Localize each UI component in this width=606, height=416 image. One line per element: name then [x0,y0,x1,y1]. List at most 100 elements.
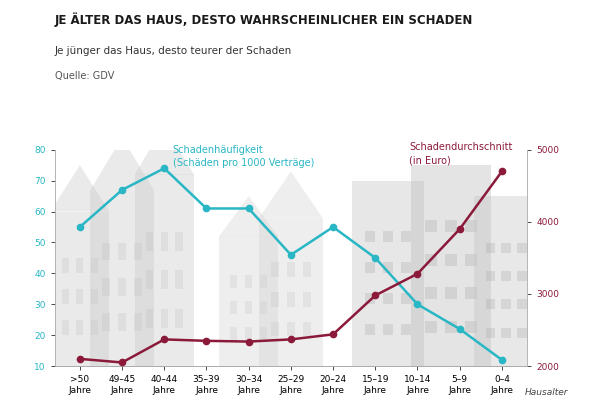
Polygon shape [501,243,511,253]
Polygon shape [102,243,110,260]
Polygon shape [260,275,267,288]
Polygon shape [517,299,527,310]
Polygon shape [76,289,84,304]
Polygon shape [230,301,238,314]
Polygon shape [465,254,478,266]
Polygon shape [501,271,511,281]
Polygon shape [245,275,252,288]
Polygon shape [176,309,182,328]
Polygon shape [465,321,478,333]
Polygon shape [287,322,295,337]
Polygon shape [161,270,168,290]
Polygon shape [134,243,142,260]
Polygon shape [76,320,84,335]
Polygon shape [271,292,279,307]
Polygon shape [62,289,68,304]
Polygon shape [425,254,437,266]
Polygon shape [271,322,279,337]
Polygon shape [425,220,437,232]
Polygon shape [365,324,375,335]
Polygon shape [161,232,168,251]
Polygon shape [118,278,126,296]
Text: Hausalter: Hausalter [525,388,568,397]
Polygon shape [135,174,194,366]
Polygon shape [146,309,153,328]
Polygon shape [365,231,375,243]
Polygon shape [445,287,458,299]
Polygon shape [259,171,322,218]
Polygon shape [382,262,393,273]
Polygon shape [287,262,295,277]
Polygon shape [401,293,411,304]
Polygon shape [382,293,393,304]
Polygon shape [425,321,437,333]
Polygon shape [485,299,495,310]
Polygon shape [91,320,98,335]
Polygon shape [90,190,154,366]
Polygon shape [146,270,153,290]
Polygon shape [102,278,110,296]
Polygon shape [303,322,310,337]
Polygon shape [303,292,310,307]
Polygon shape [411,165,491,366]
Polygon shape [219,236,278,366]
Text: Quelle: GDV: Quelle: GDV [55,71,114,81]
Polygon shape [401,262,411,273]
Polygon shape [230,327,238,340]
Polygon shape [245,327,252,340]
Polygon shape [365,262,375,273]
Polygon shape [219,196,278,236]
Polygon shape [271,262,279,277]
Polygon shape [176,232,182,251]
Polygon shape [90,137,154,190]
Polygon shape [501,299,511,310]
Polygon shape [176,270,182,290]
Polygon shape [465,287,478,299]
Polygon shape [102,313,110,331]
Polygon shape [303,262,310,277]
Polygon shape [365,293,375,304]
Polygon shape [62,320,68,335]
Text: Schadenhäufigkeit
(Schäden pro 1000 Verträge): Schadenhäufigkeit (Schäden pro 1000 Vert… [173,145,314,168]
Polygon shape [134,313,142,331]
Polygon shape [485,327,495,338]
Polygon shape [91,289,98,304]
Polygon shape [517,327,527,338]
Polygon shape [401,324,411,335]
Polygon shape [146,232,153,251]
Polygon shape [382,324,393,335]
Polygon shape [445,254,458,266]
Polygon shape [62,258,68,273]
Polygon shape [259,218,322,366]
Polygon shape [134,278,142,296]
Polygon shape [50,212,110,366]
Polygon shape [445,220,458,232]
Polygon shape [517,243,527,253]
Text: Je jünger das Haus, desto teurer der Schaden: Je jünger das Haus, desto teurer der Sch… [55,46,292,56]
Text: JE ÄLTER DAS HAUS, DESTO WAHRSCHEINLICHER EIN SCHADEN: JE ÄLTER DAS HAUS, DESTO WAHRSCHEINLICHE… [55,12,473,27]
Polygon shape [50,165,110,212]
Polygon shape [287,292,295,307]
Polygon shape [260,327,267,340]
Polygon shape [118,313,126,331]
Polygon shape [91,258,98,273]
Polygon shape [245,301,252,314]
Polygon shape [352,181,424,366]
Polygon shape [425,287,437,299]
Polygon shape [260,301,267,314]
Polygon shape [501,327,511,338]
Polygon shape [230,275,238,288]
Polygon shape [401,231,411,243]
Polygon shape [485,271,495,281]
Polygon shape [135,125,194,174]
Polygon shape [161,309,168,328]
Polygon shape [485,243,495,253]
Polygon shape [76,258,84,273]
Polygon shape [382,231,393,243]
Text: Schadendurchschnitt
(in Euro): Schadendurchschnitt (in Euro) [409,142,513,165]
Polygon shape [474,196,538,366]
Polygon shape [517,271,527,281]
Polygon shape [118,243,126,260]
Polygon shape [445,321,458,333]
Polygon shape [465,220,478,232]
